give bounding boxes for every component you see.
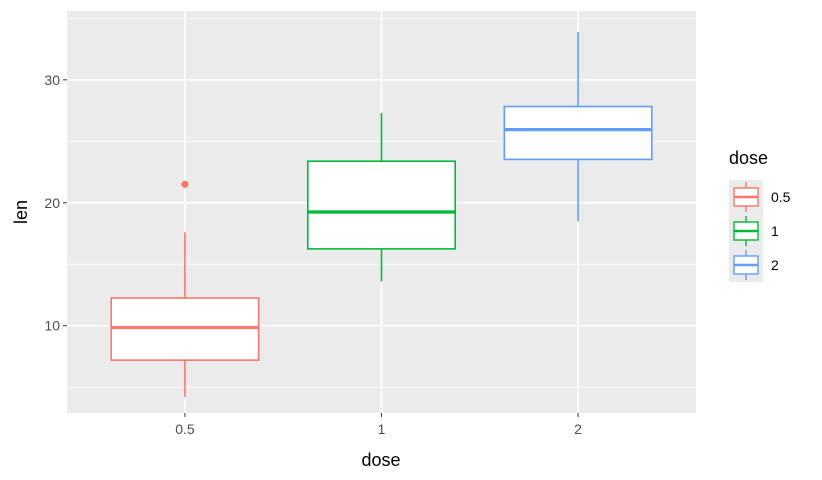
x-axis: 0.5 1 2 <box>175 413 582 437</box>
y-tick-label: 20 <box>44 195 60 211</box>
x-tick-label: 1 <box>378 421 386 437</box>
iqr-box <box>306 160 457 250</box>
legend: dose 0.5 1 2 <box>729 148 791 282</box>
legend-label: 0.5 <box>771 189 791 205</box>
x-tick-label: 0.5 <box>175 421 195 437</box>
legend-key-1: 1 <box>729 214 779 248</box>
box-0.5 <box>110 180 260 398</box>
box-2 <box>503 31 653 222</box>
y-tick-label: 30 <box>44 72 60 88</box>
y-tick-label: 10 <box>44 318 60 334</box>
box-1 <box>306 113 457 282</box>
legend-key-2: 2 <box>729 248 779 282</box>
legend-title: dose <box>729 148 768 168</box>
x-tick-label: 2 <box>574 421 582 437</box>
outlier-point <box>181 180 189 188</box>
legend-key-0.5: 0.5 <box>729 180 791 214</box>
legend-label: 2 <box>771 257 779 273</box>
box-series <box>110 31 653 398</box>
y-axis: 10 20 30 <box>44 72 67 334</box>
legend-keys: 0.5 1 2 <box>729 180 791 282</box>
iqr-box <box>503 105 653 161</box>
x-axis-title: dose <box>361 450 400 470</box>
legend-label: 1 <box>771 223 779 239</box>
y-axis-title: len <box>11 200 31 224</box>
